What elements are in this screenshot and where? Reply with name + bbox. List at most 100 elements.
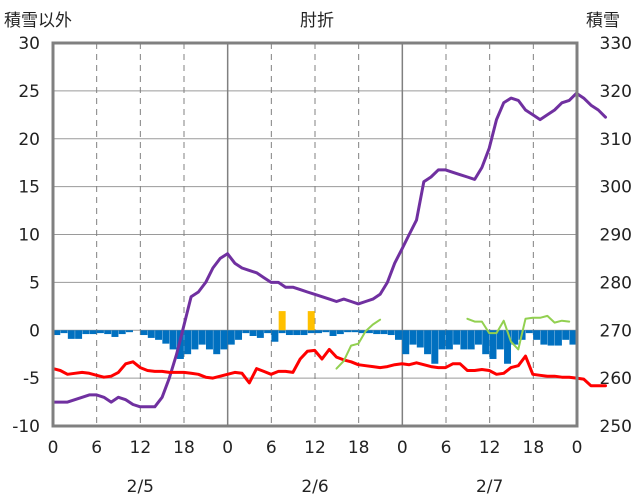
date-label: 2/6 <box>301 477 328 497</box>
bar <box>285 330 293 336</box>
bar <box>220 330 228 350</box>
x-tick-label: 6 <box>266 438 277 458</box>
bar <box>242 330 250 334</box>
bar <box>96 330 104 334</box>
date-label: 2/5 <box>127 477 154 497</box>
bar <box>344 330 352 333</box>
bar <box>453 330 461 345</box>
bar <box>525 330 533 334</box>
bar <box>205 330 213 350</box>
bar <box>82 330 90 335</box>
bar <box>416 330 424 348</box>
bar <box>60 330 68 334</box>
bar <box>373 330 381 335</box>
bar <box>147 330 155 338</box>
bar <box>198 330 206 345</box>
bar <box>104 330 112 335</box>
right-tick-label: 290 <box>600 226 632 246</box>
bar <box>184 330 192 355</box>
bar <box>271 330 279 342</box>
x-tick-label: 18 <box>173 438 195 458</box>
bar <box>235 330 243 340</box>
bar <box>307 311 315 331</box>
bar <box>53 330 61 336</box>
left-tick-label: 25 <box>18 82 40 102</box>
x-tick-label: 0 <box>397 438 408 458</box>
bar <box>213 330 221 355</box>
left-axis-ticks: 30 25 20 15 10 5 0 -5 -10 <box>12 34 40 437</box>
bar <box>227 330 235 345</box>
bar <box>467 330 475 350</box>
bar <box>111 330 119 337</box>
bar <box>264 330 272 334</box>
bar <box>278 311 286 331</box>
x-tick-label: 6 <box>91 438 102 458</box>
right-axis-label: 積雪 <box>586 11 620 31</box>
series-line <box>466 314 571 351</box>
right-tick-label: 320 <box>600 82 632 102</box>
bar <box>162 330 170 344</box>
series-line <box>335 318 382 370</box>
bar <box>140 330 148 336</box>
left-tick-label: 10 <box>18 226 40 246</box>
bar <box>336 330 344 335</box>
bar <box>547 330 555 346</box>
bar <box>315 330 322 334</box>
bar <box>496 330 504 350</box>
bar <box>424 330 432 355</box>
bar <box>394 330 402 340</box>
right-tick-label: 260 <box>600 369 632 389</box>
bar <box>329 330 337 336</box>
line-layer <box>51 91 607 409</box>
bar <box>191 330 199 350</box>
x-tick-label: 18 <box>523 438 545 458</box>
bar <box>365 330 373 334</box>
bar <box>169 330 177 350</box>
bar <box>438 330 446 350</box>
bar <box>533 330 541 340</box>
chart-title: 肘折 <box>300 11 334 31</box>
bar <box>249 330 257 336</box>
bar-layer <box>53 311 577 364</box>
bar <box>431 330 439 364</box>
right-axis-ticks: 330 320 310 300 290 280 270 260 250 <box>600 34 632 437</box>
bar <box>351 330 359 333</box>
bar <box>482 330 490 355</box>
left-tick-label: 0 <box>29 321 40 341</box>
bar <box>118 330 126 335</box>
bar <box>511 330 519 345</box>
bar <box>474 330 482 345</box>
bar <box>540 330 548 345</box>
bar <box>402 330 410 355</box>
bar <box>554 330 562 346</box>
right-tick-label: 270 <box>600 321 632 341</box>
x-tick-label: 18 <box>348 438 370 458</box>
x-tick-label: 0 <box>572 438 583 458</box>
bar <box>278 330 286 334</box>
x-tick-label: 12 <box>130 438 152 458</box>
left-tick-label: 20 <box>18 130 40 150</box>
bar <box>293 330 301 336</box>
bar <box>562 330 570 340</box>
x-tick-label: 0 <box>48 438 59 458</box>
bar <box>380 330 388 335</box>
grid-lines <box>53 43 577 426</box>
plot-area-frame <box>51 41 579 428</box>
bar <box>460 330 468 350</box>
bar <box>489 330 497 359</box>
x-tick-label: 12 <box>479 438 501 458</box>
bar <box>75 330 83 339</box>
bar <box>409 330 417 345</box>
x-tick-label: 0 <box>222 438 233 458</box>
bar <box>67 330 75 339</box>
left-tick-label: -10 <box>12 417 40 437</box>
x-axis-ticks: 0 6 12 18 0 6 12 18 0 6 12 18 0 <box>48 438 583 458</box>
right-tick-label: 250 <box>600 417 632 437</box>
bar <box>155 330 163 340</box>
bar <box>307 330 315 334</box>
bar <box>358 330 366 334</box>
series-line <box>51 91 607 409</box>
series-line <box>51 347 607 388</box>
bar <box>300 330 308 336</box>
bar <box>89 330 97 335</box>
